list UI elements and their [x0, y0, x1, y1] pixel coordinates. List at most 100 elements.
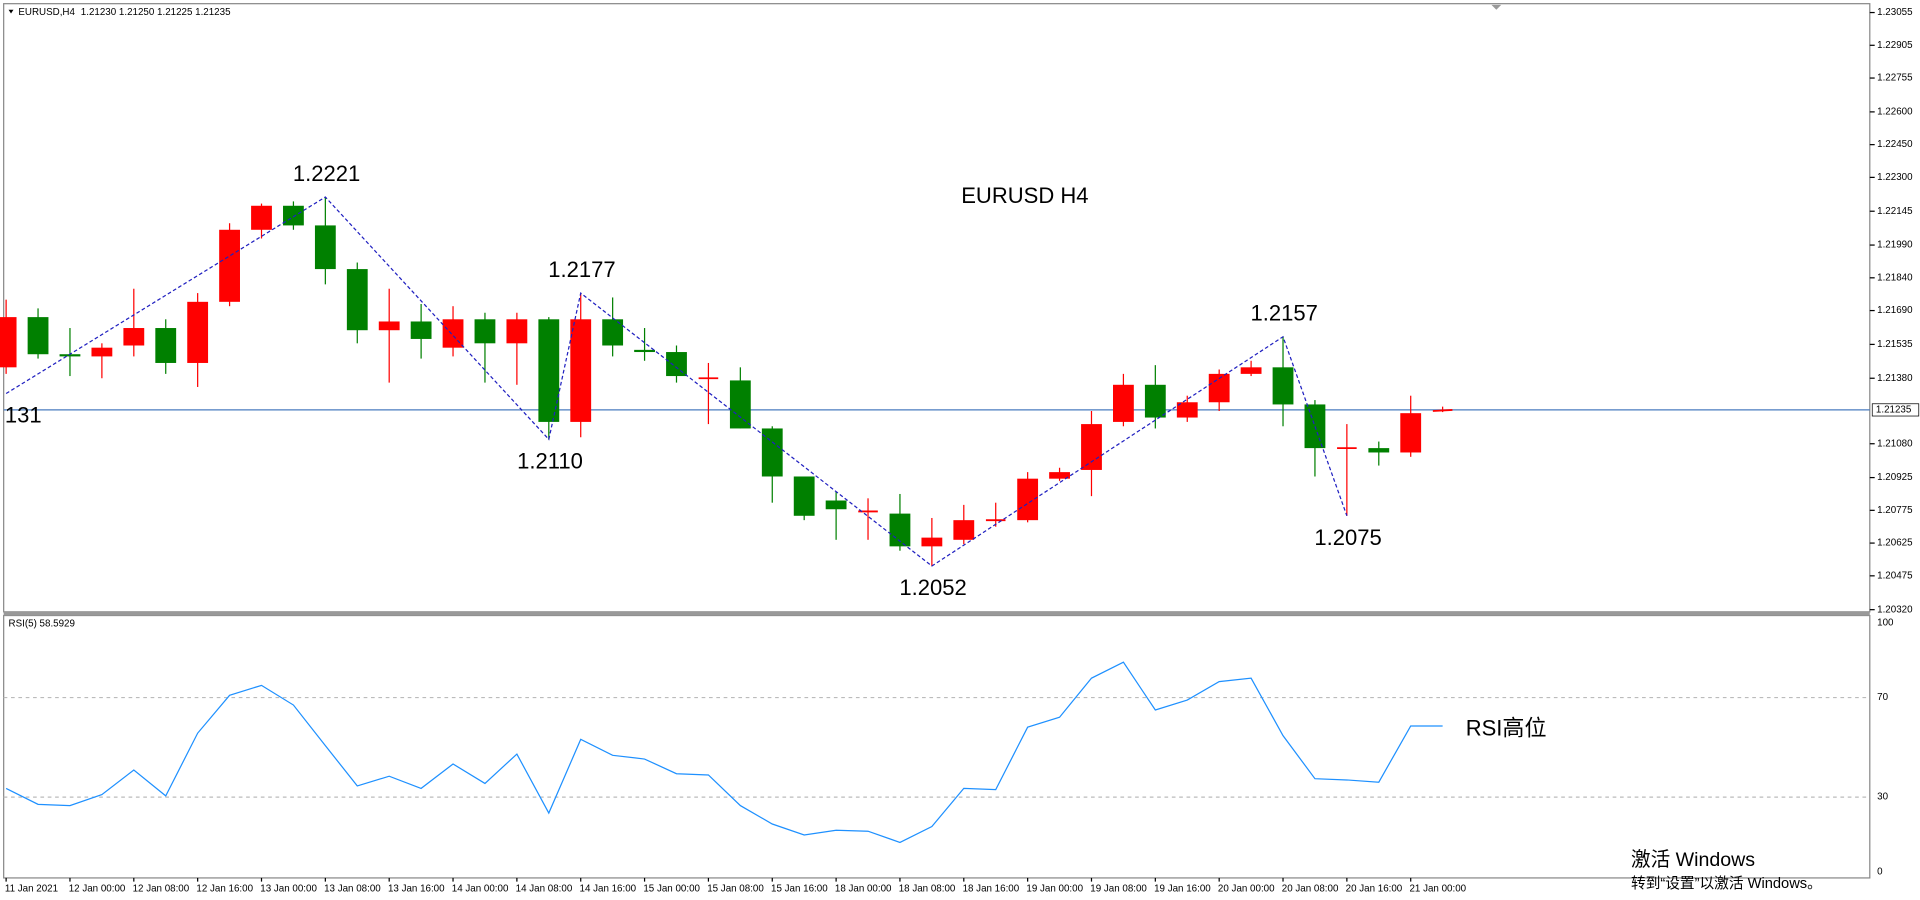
symbol-label: EURUSD,H4: [18, 7, 75, 18]
candle-body: [634, 349, 655, 353]
watermark-title: 激活 Windows: [1631, 849, 1755, 871]
candle-body: [953, 520, 975, 540]
y-tick-label: 1.20320: [1877, 604, 1913, 615]
y-tick-label: 1.21990: [1877, 240, 1913, 251]
x-tick-label: 13 Jan 00:00: [260, 884, 317, 895]
watermark-text: 转到“设置”以激活 Windows。: [1631, 875, 1822, 892]
candle-body: [761, 428, 783, 477]
zigzag-label: 1.2221: [293, 161, 360, 186]
candle-body: [410, 321, 432, 339]
y-tick-label: 1.21535: [1877, 339, 1913, 350]
candle-body: [825, 500, 847, 510]
candle-body: [59, 354, 81, 357]
x-tick-label: 18 Jan 16:00: [963, 884, 1020, 895]
y-tick-label: 1.22905: [1877, 40, 1913, 51]
rsi-line: [5, 661, 1443, 844]
x-tick-label: 20 Jan 00:00: [1218, 884, 1275, 895]
rsi-label: RSI(5) 58.5929: [9, 619, 75, 630]
x-tick-label: 20 Jan 08:00: [1282, 884, 1339, 895]
y-tick-label: 1.21080: [1877, 438, 1913, 449]
y-tick-label: 100: [1877, 617, 1894, 628]
y-tick-label: 1.21690: [1877, 305, 1913, 316]
x-tick-label: 19 Jan 00:00: [1026, 884, 1083, 895]
candle-body: [1113, 384, 1134, 422]
candle-body: [1208, 373, 1230, 403]
candle-body: [27, 317, 49, 355]
candle-body: [1368, 448, 1390, 453]
x-tick-label: 12 Jan 16:00: [196, 884, 253, 895]
x-tick-label: 19 Jan 16:00: [1154, 884, 1211, 895]
candle-body: [602, 319, 624, 346]
y-tick-label: 1.20925: [1877, 472, 1913, 483]
candle-body: [187, 301, 209, 363]
y-tick-label: 30: [1877, 792, 1888, 803]
candle-body: [1304, 404, 1326, 449]
candle-body: [729, 380, 751, 429]
candle-body: [283, 205, 304, 226]
x-tick-label: 19 Jan 08:00: [1090, 884, 1147, 895]
candle-body: [1272, 367, 1294, 405]
y-tick-label: 1.22450: [1877, 139, 1913, 150]
zigzag-label: 1.2052: [899, 575, 966, 600]
price-label: 1.21235: [1876, 404, 1912, 415]
candle-body: [1017, 478, 1039, 521]
y-tick-label: 1.22145: [1877, 206, 1913, 217]
candle-body: [1240, 367, 1262, 374]
chart-annotation: EURUSD H4: [961, 183, 1088, 208]
y-tick-label: 1.20625: [1877, 538, 1913, 549]
y-tick-label: 1.20475: [1877, 570, 1913, 581]
candle-body: [123, 328, 145, 346]
y-tick-label: 1.22755: [1877, 73, 1913, 84]
candle-body: [1400, 413, 1422, 453]
y-tick-label: 1.22300: [1877, 172, 1913, 183]
x-tick-label: 15 Jan 00:00: [643, 884, 700, 895]
x-tick-label: 14 Jan 08:00: [516, 884, 573, 895]
x-tick-label: 18 Jan 08:00: [899, 884, 956, 895]
x-tick-label: 14 Jan 00:00: [452, 884, 509, 895]
candle-body: [921, 537, 943, 547]
price-label-box: [1871, 403, 1920, 417]
quote-label: 1.21230 1.21250 1.21225 1.21235: [81, 7, 231, 18]
x-tick-label: 12 Jan 08:00: [133, 884, 190, 895]
zigzag-label: 1.2157: [1251, 301, 1318, 326]
y-tick-label: 1.21380: [1877, 373, 1913, 384]
x-tick-label: 20 Jan 16:00: [1346, 884, 1403, 895]
candle-body: [889, 513, 911, 547]
x-tick-label: 18 Jan 00:00: [835, 884, 892, 895]
candle-body: [0, 317, 17, 368]
candle-body: [1176, 402, 1198, 418]
x-tick-label: 14 Jan 16:00: [580, 884, 637, 895]
candle-body: [793, 476, 815, 516]
menu-arrow[interactable]: [8, 9, 14, 14]
candle-body: [314, 225, 336, 270]
candle-body: [1432, 408, 1453, 412]
x-tick-label: 13 Jan 16:00: [388, 884, 445, 895]
candle-body: [1049, 472, 1070, 479]
candle-body: [251, 205, 272, 230]
zigzag-label: 131: [5, 403, 42, 428]
candle-body: [346, 269, 368, 331]
candle-body: [1081, 424, 1102, 470]
rsi-annotation: RSI高位: [1466, 715, 1547, 740]
candle-body: [91, 347, 113, 357]
candle-body: [378, 321, 400, 331]
y-tick-label: 1.21840: [1877, 272, 1913, 283]
x-tick-label: 11 Jan 2021: [5, 884, 58, 895]
y-tick-label: 0: [1877, 866, 1883, 877]
y-tick-label: 1.23055: [1877, 7, 1913, 18]
candle-body: [538, 319, 560, 422]
x-tick-label: 15 Jan 08:00: [707, 884, 764, 895]
zigzag-label: 1.2075: [1314, 525, 1381, 550]
y-tick-label: 1.20775: [1877, 505, 1913, 516]
x-tick-label: 12 Jan 00:00: [69, 884, 126, 895]
candle-body: [506, 319, 528, 344]
candle-body: [570, 319, 592, 422]
candle-body: [1144, 384, 1166, 418]
candle-body: [219, 229, 240, 302]
x-tick-label: 21 Jan 00:00: [1409, 884, 1466, 895]
candle-body: [155, 328, 177, 363]
y-tick-label: 70: [1877, 692, 1888, 703]
x-tick-label: 13 Jan 08:00: [324, 884, 381, 895]
y-tick-label: 1.22600: [1877, 106, 1913, 117]
